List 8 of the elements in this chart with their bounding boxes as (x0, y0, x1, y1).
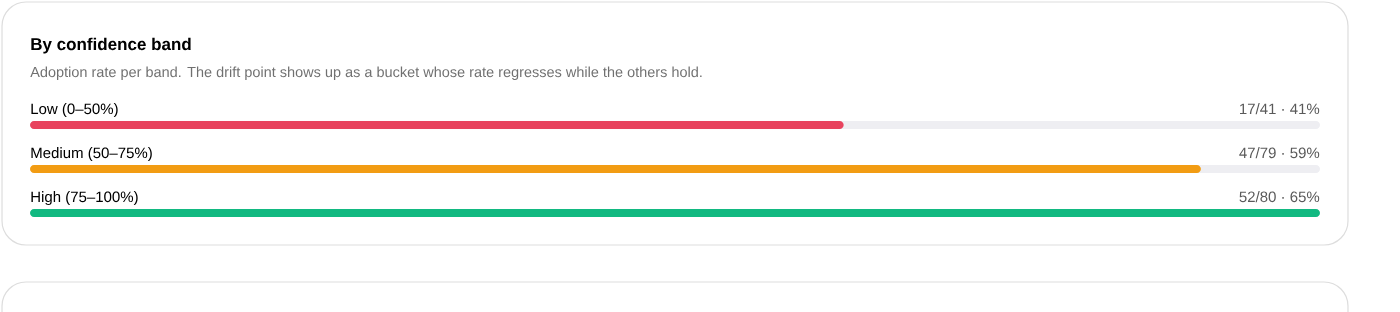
data-label: 17/41 · 41% (1240, 103, 1320, 115)
y-tick-label: Medium (50–75%) (31, 147, 152, 162)
chart-title: By confidence band (31, 37, 191, 54)
data-label: 52/80 · 65% (1239, 191, 1320, 203)
y-tick-label: High (75–100%) (31, 191, 138, 206)
chart-subtitle: Adoption rate per band. The drift point shows up as a bucket whose rate regresses while the others hold. (30, 66, 702, 80)
y-tick-label: Low (0–50%) (31, 103, 118, 118)
data-label: 47/79 · 59% (1239, 147, 1320, 159)
